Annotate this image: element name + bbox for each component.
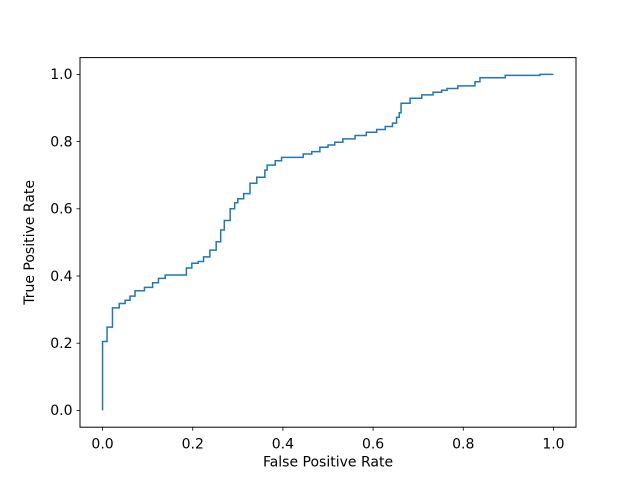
roc-curve-line [101, 73, 554, 411]
y-tick-label: 1.0 [50, 67, 72, 83]
y-tick-label: 0.2 [50, 336, 72, 352]
y-tick-label: 0.4 [50, 269, 72, 285]
x-tick-label: 1.0 [542, 437, 564, 453]
plot-area [79, 57, 577, 428]
curve-layer [101, 73, 554, 411]
x-tick-label: 0.2 [182, 437, 204, 453]
y-tick-label: 0.0 [50, 403, 72, 419]
axes-layer: 0.0 0.2 0.4 0.6 0.8 1.0 0.0 0.2 0.4 0.6 0.8 1.0 [50, 57, 577, 453]
y-tick-label: 0.6 [50, 202, 72, 218]
x-tick-label: 0.8 [452, 437, 474, 453]
x-tick-label: 0.0 [91, 437, 113, 453]
x-tick-label: 0.4 [272, 437, 294, 453]
y-tick-label: 0.8 [50, 134, 72, 150]
x-tick-label: 0.6 [362, 437, 384, 453]
y-axis-label: True Positive Rate [22, 180, 38, 306]
x-axis-label: False Positive Rate [263, 455, 393, 471]
